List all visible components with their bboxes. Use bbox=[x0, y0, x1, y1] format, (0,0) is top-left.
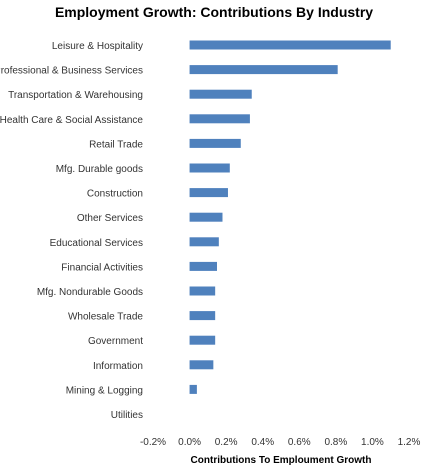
bar-mfg-durable-goods bbox=[189, 163, 230, 173]
bar-leisure-hospitality bbox=[189, 40, 391, 50]
category-label-leisure-hospitality: Leisure & Hospitality bbox=[52, 41, 143, 52]
bar-government bbox=[189, 335, 216, 345]
bar-wholesale-trade bbox=[189, 311, 216, 321]
bar-mining-logging bbox=[189, 384, 197, 394]
category-label-professional-business-services: Professional & Business Services bbox=[0, 66, 143, 77]
bar-retail-trade bbox=[189, 138, 241, 148]
bar-other-services bbox=[189, 212, 223, 222]
x-tick-label: -0.2% bbox=[140, 437, 166, 448]
bar-health-care-social-assistance bbox=[189, 114, 250, 124]
category-label-wholesale-trade: Wholesale Trade bbox=[68, 312, 143, 323]
category-label-transportation-warehousing: Transportation & Warehousing bbox=[8, 90, 143, 101]
x-tick-label: 0.8% bbox=[324, 437, 347, 448]
x-tick-label: 0.4% bbox=[251, 437, 274, 448]
x-tick-label: 0.2% bbox=[215, 437, 238, 448]
bar-educational-services bbox=[189, 237, 219, 247]
category-label-information: Information bbox=[93, 361, 143, 372]
bar-construction bbox=[189, 188, 228, 198]
category-label-construction: Construction bbox=[87, 189, 143, 200]
x-tick-label: 0.0% bbox=[178, 437, 201, 448]
category-labels: Leisure & Hospitality Professional & Busi… bbox=[0, 41, 143, 421]
category-label-educational-services: Educational Services bbox=[50, 238, 143, 249]
x-tick-label: 1.0% bbox=[361, 437, 384, 448]
x-tick-label: 0.6% bbox=[288, 437, 311, 448]
category-label-mfg-nondurable-goods: Mfg. Nondurable Goods bbox=[37, 287, 143, 298]
bar-financial-activities bbox=[189, 261, 217, 271]
x-tick-label: 1.2% bbox=[398, 437, 421, 448]
bars bbox=[189, 40, 391, 394]
category-label-financial-activities: Financial Activities bbox=[61, 262, 143, 273]
chart-title: Employment Growth: Contributions By Indu… bbox=[55, 4, 373, 20]
x-axis-title: Contributions To Emploument Growth bbox=[191, 455, 372, 466]
category-label-utilities: Utilities bbox=[111, 410, 143, 421]
category-label-retail-trade: Retail Trade bbox=[89, 139, 143, 150]
bar-transportation-warehousing bbox=[189, 89, 252, 99]
category-label-mfg-durable-goods: Mfg. Durable goods bbox=[56, 164, 143, 175]
bar-information bbox=[189, 360, 214, 370]
category-label-other-services: Other Services bbox=[77, 213, 143, 224]
x-tick-labels: -0.2% 0.0% 0.2% 0.4% 0.6% 0.8% 1.0% 1.2% bbox=[140, 437, 421, 448]
bar-mfg-nondurable-goods bbox=[189, 286, 216, 296]
category-label-government: Government bbox=[88, 336, 143, 347]
category-label-health-care-social-assistance: Health Care & Social Assistance bbox=[0, 115, 143, 126]
category-label-mining-logging: Mining & Logging bbox=[66, 385, 143, 396]
bar-professional-business-services bbox=[189, 65, 338, 75]
